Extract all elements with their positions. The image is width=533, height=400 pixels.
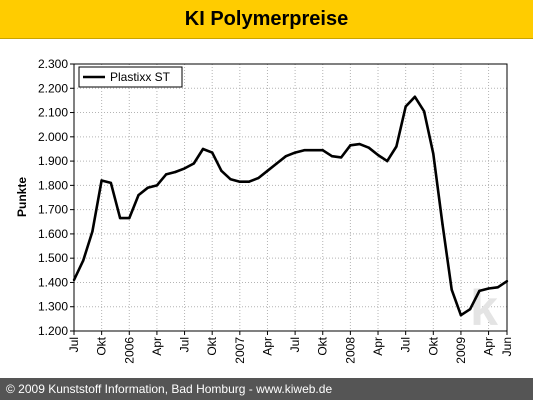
plot-frame [73, 63, 508, 332]
x-tick-label: Jul [399, 337, 413, 352]
y-tick-label: 1.200 [38, 324, 68, 338]
data-point [395, 145, 398, 148]
x-tick-label: Okt [205, 336, 219, 355]
data-point [91, 230, 94, 233]
data-point [155, 184, 159, 187]
data-point [303, 149, 306, 152]
x-tick-label: 2008 [343, 337, 357, 364]
y-tick-label: 1.500 [38, 251, 68, 265]
y-axis-label: Punkte [15, 177, 29, 217]
data-point [275, 162, 278, 165]
series-line-plastixx-st [72, 95, 508, 317]
chart-area: k 2.300 2.200 2.100 2.000 1.900 1.800 1.700 1.6… [0, 39, 533, 378]
y-tick-label: 1.600 [38, 227, 68, 241]
data-point [284, 155, 288, 158]
y-tick-label: 2.000 [38, 130, 68, 144]
data-point [330, 155, 334, 158]
data-point [441, 223, 444, 226]
x-tick-label: Apr [482, 337, 496, 356]
data-point [174, 170, 177, 174]
data-point [146, 186, 149, 189]
data-point [349, 144, 352, 147]
x-tick-label: Okt [316, 336, 330, 355]
data-point [211, 151, 214, 154]
title-bar: KI Polymerpreise [0, 0, 533, 39]
data-point [257, 176, 260, 180]
data-point [229, 178, 232, 181]
page-title: KI Polymerpreise [184, 7, 349, 30]
x-tick-label: Apr [260, 337, 274, 356]
data-point [164, 173, 168, 176]
data-point [183, 167, 186, 170]
y-tick-label: 2.300 [38, 57, 68, 71]
data-point [496, 286, 499, 289]
y-tick-label: 1.700 [38, 203, 68, 217]
data-point [487, 287, 490, 290]
data-point [404, 105, 407, 108]
x-tick-label: Jun [500, 337, 514, 356]
y-tick-label: 1.800 [38, 178, 68, 192]
data-point [137, 193, 140, 197]
data-point [358, 142, 361, 146]
data-point [376, 153, 380, 157]
legend-box [78, 66, 183, 88]
x-tick-label: Apr [150, 337, 164, 356]
x-tick-label: Okt [426, 336, 440, 355]
data-point [478, 289, 481, 293]
legend: Plastixx ST [78, 66, 183, 88]
y-tick-label: 1.900 [38, 154, 68, 168]
x-tick-label: Jul [178, 337, 192, 352]
data-point [238, 180, 241, 183]
grid-lines [74, 64, 507, 331]
data-point [247, 180, 251, 183]
data-point [192, 162, 195, 165]
x-tick-label: Jul [288, 337, 302, 352]
data-point [459, 314, 463, 317]
data-point [340, 156, 343, 159]
x-axis-ticks: Jul Okt 2006 Apr Jul Okt 2007 Apr Jul Okt 2008 Apr J… [67, 331, 514, 364]
data-point [505, 280, 509, 283]
data-point [321, 149, 324, 152]
data-point [266, 169, 269, 172]
data-point [432, 152, 435, 155]
x-tick-label: 2006 [122, 337, 136, 364]
data-point [312, 149, 315, 152]
footer: © 2009 Kunststoff Information, Bad Hombu… [0, 378, 533, 400]
x-tick-label: 2007 [233, 337, 247, 364]
data-point [367, 146, 370, 149]
legend-label: Plastixx ST [110, 70, 171, 84]
data-point [468, 308, 472, 311]
data-point [386, 159, 389, 163]
data-point [82, 259, 85, 262]
data-point [118, 216, 122, 220]
data-point [201, 147, 205, 151]
copyright-text: © 2009 Kunststoff Information, Bad Hombu… [6, 382, 333, 396]
data-point [293, 151, 297, 154]
x-tick-label: Apr [371, 337, 385, 356]
data-point [422, 110, 426, 113]
data-point [100, 179, 103, 182]
y-tick-label: 2.100 [38, 106, 68, 120]
data-point [220, 169, 223, 172]
x-tick-label: 2009 [454, 337, 468, 364]
line-chart: k 2.3002.2002.1002.0001.9001.8001.7001.6… [15, 57, 514, 364]
data-point [109, 181, 113, 185]
x-tick-label: Okt [95, 336, 109, 355]
y-axis-ticks: 2.300 2.200 2.100 2.000 1.900 1.800 1.700 1.600… [38, 57, 74, 338]
data-point [413, 95, 417, 98]
data-point [128, 216, 131, 220]
x-tick-label: Jul [67, 337, 81, 352]
y-tick-label: 2.200 [38, 81, 68, 95]
y-tick-label: 1.400 [38, 275, 68, 289]
data-point [450, 288, 453, 291]
y-tick-label: 1.300 [38, 300, 68, 314]
data-point [72, 278, 76, 282]
series-points [72, 95, 509, 317]
